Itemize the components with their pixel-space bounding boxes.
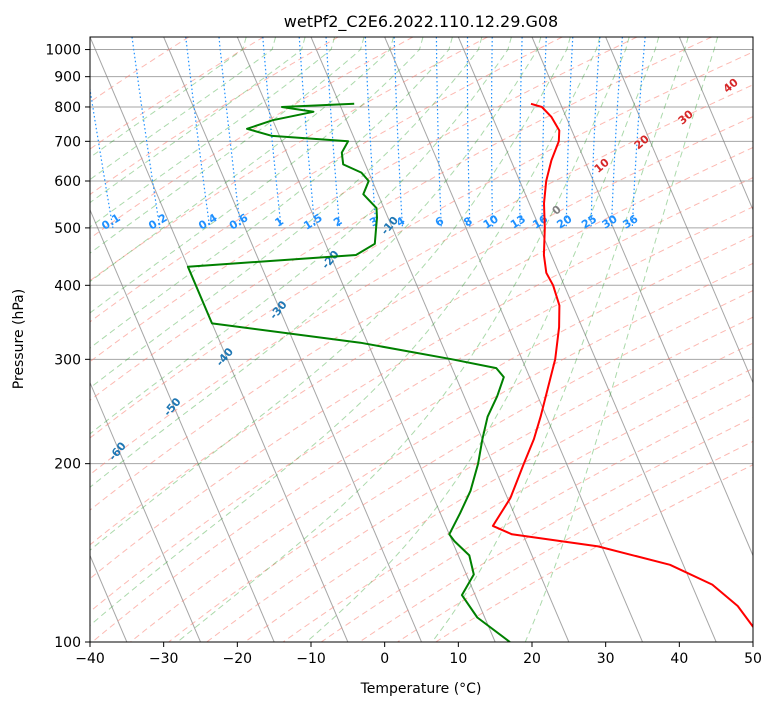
dry-adiabat-line [244,342,753,642]
x-tick-label: −20 [223,651,253,667]
dry-adiabat-line [90,37,339,196]
y-tick-label: 300 [54,352,81,368]
y-axis-ticks: 100 200 300 400 500 600 700 800 900 1000 [45,43,90,651]
y-tick-label: 400 [54,278,81,294]
moist-adiabat-line [90,37,512,435]
moist-adiabat-line [90,37,601,627]
mixing-ratio-line [218,37,242,228]
isobar-gridlines [90,49,753,642]
plot-area: 0.10.20.40.611.52346810131620253036-100-… [90,37,753,642]
moist-adiabat-line [90,37,394,283]
dry-adiabat-line [90,37,264,150]
y-tick-label: 100 [54,635,81,651]
chart-title: wetPf2_C2E6.2022.110.12.29.G08 [284,12,558,32]
moist-adiabat-line [524,37,719,642]
x-tick-label: −30 [149,651,179,667]
x-tick-label: 50 [744,651,762,667]
isotherm-line [605,37,753,384]
isotherm-line [163,37,422,642]
dry-adiabat-line [282,367,753,642]
isotherm-line [90,37,349,642]
x-tick-label: 40 [670,651,688,667]
y-tick-label: 800 [54,100,81,116]
mixing-ratio-line [298,37,316,228]
moist-adiabat-line [306,37,660,642]
moist-adiabat-line [431,37,689,642]
sounding-profiles [186,102,753,642]
moist-adiabats [90,37,719,642]
y-tick-label: 900 [54,70,81,86]
isotherm-line [384,37,643,642]
x-tick-label: −40 [75,651,105,667]
temperature-profile-line [491,102,753,629]
dry-adiabat-line [90,146,753,546]
x-tick-label: 0 [380,651,389,667]
dry-adiabat-line [130,262,753,642]
dry-adiabat-line [90,116,753,511]
y-tick-label: 200 [54,457,81,473]
mixing-ratio-line [262,37,282,228]
moist-adiabat-line [90,37,424,314]
dry-adiabat-line [90,37,638,363]
dry-adiabat-line [90,84,753,476]
y-axis-label: Pressure (hPa) [11,289,27,389]
isotherm-line [90,381,201,642]
dewpoint-profile-line [186,102,511,642]
y-tick-label: 500 [54,221,81,237]
moist-adiabat-line [90,37,542,488]
y-tick-label: 700 [54,134,81,150]
dry-adiabat-line [90,51,753,439]
mixing-ratio-line [131,37,161,228]
dry-adiabat-line [90,177,753,580]
x-tick-label: 10 [449,651,467,667]
dry-adiabats [90,37,753,642]
plot-frame [89,36,754,643]
mixing-ratio-line [631,37,646,228]
y-tick-label: 1000 [45,43,81,59]
dry-adiabat-line [91,234,753,642]
x-axis-ticks: −40 −30 −20 −10 0 10 20 30 40 50 [75,642,762,667]
x-tick-label: 30 [597,651,615,667]
moist-adiabat-line [90,37,365,254]
isotherm-line [236,37,496,642]
mixing-ratio-line [185,37,211,228]
isotherm-line [457,37,717,642]
x-tick-label: 20 [523,651,541,667]
dry-adiabat-line [90,37,563,323]
isotherm-line [531,37,753,557]
isotherm-line [678,37,753,212]
x-axis-label: Temperature (°C) [360,681,482,697]
moist-adiabat-line [90,37,571,551]
x-tick-label: −10 [296,651,326,667]
dry-adiabat-line [168,290,753,642]
moist-adiabat-line [177,37,630,642]
mixing-ratio-lines [90,37,646,229]
moist-adiabat-line [90,37,483,389]
dry-adiabat-line [90,37,712,401]
y-tick-label: 600 [54,174,81,190]
isotherm-line [90,208,275,642]
